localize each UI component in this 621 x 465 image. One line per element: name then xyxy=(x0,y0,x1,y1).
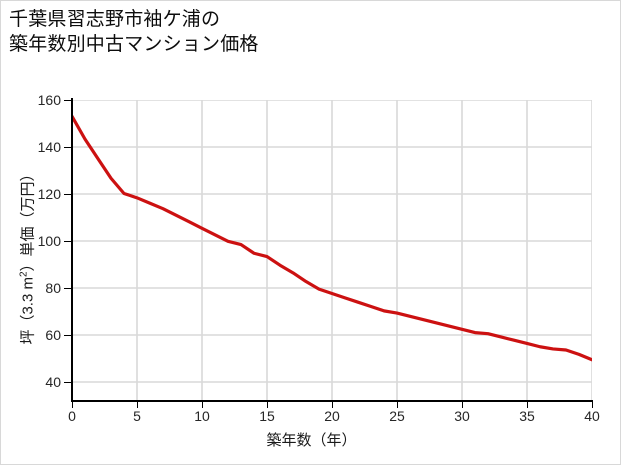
x-tick-mark-5 xyxy=(137,402,138,408)
x-tick-label-25: 25 xyxy=(389,408,405,424)
x-tick-mark-20 xyxy=(332,402,333,408)
x-tick-mark-10 xyxy=(202,402,203,408)
y-axis-title-post: ）単価（万円） xyxy=(19,166,37,272)
y-tick-mark-120 xyxy=(64,194,71,195)
y-tick-label-40: 40 xyxy=(45,374,61,390)
x-tick-label-5: 5 xyxy=(133,408,141,424)
y-axis-title-pre: 坪（3.3 m xyxy=(19,277,37,345)
x-tick-mark-15 xyxy=(267,402,268,408)
x-tick-mark-35 xyxy=(527,402,528,408)
y-tick-label-60: 60 xyxy=(45,327,61,343)
y-tick-mark-80 xyxy=(64,288,71,289)
x-tick-label-20: 20 xyxy=(324,408,340,424)
x-tick-mark-25 xyxy=(397,402,398,408)
x-tick-label-10: 10 xyxy=(194,408,210,424)
y-tick-mark-100 xyxy=(64,241,71,242)
x-tick-mark-40 xyxy=(592,402,593,408)
y-tick-mark-40 xyxy=(64,382,71,383)
y-axis-title-superscript: 2 xyxy=(18,271,30,278)
x-axis-title: 築年数（年） xyxy=(266,432,357,449)
y-tick-label-80: 80 xyxy=(45,280,61,296)
plot-svg xyxy=(72,100,592,400)
y-axis-spine xyxy=(71,98,73,402)
x-tick-label-40: 40 xyxy=(584,408,600,424)
y-tick-mark-60 xyxy=(64,335,71,336)
x-tick-label-35: 35 xyxy=(519,408,535,424)
plot-area xyxy=(72,100,592,400)
vertical-gridlines xyxy=(136,100,592,400)
y-tick-mark-160 xyxy=(64,100,71,101)
y-tick-label-100: 100 xyxy=(37,233,61,249)
x-tick-mark-30 xyxy=(462,402,463,408)
y-tick-mark-140 xyxy=(64,147,71,148)
price-trend-line xyxy=(72,114,592,362)
y-axis-title: 坪（3.3 m2）単価（万円） xyxy=(17,106,38,406)
x-tick-label-0: 0 xyxy=(68,408,76,424)
y-tick-label-140: 140 xyxy=(37,139,61,155)
page-title: 千葉県習志野市袖ケ浦の 築年数別中古マンション価格 xyxy=(9,9,259,56)
y-tick-label-160: 160 xyxy=(37,92,61,108)
x-axis-spine xyxy=(71,400,593,402)
x-tick-mark-0 xyxy=(72,402,73,408)
y-tick-label-120: 120 xyxy=(37,186,61,202)
x-tick-label-15: 15 xyxy=(259,408,275,424)
x-tick-label-30: 30 xyxy=(454,408,470,424)
